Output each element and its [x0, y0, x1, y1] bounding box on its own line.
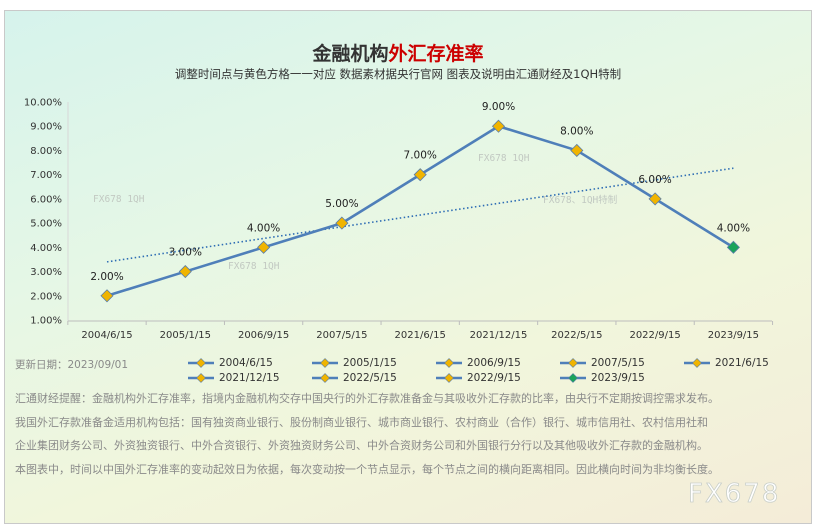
- y-tick-label: 9.00%: [30, 122, 62, 133]
- x-tick-label: 2021/12/15: [470, 330, 528, 341]
- data-label: 8.00%: [560, 125, 593, 137]
- y-tick-label: 2.00%: [30, 291, 62, 302]
- legend-swatch-icon: [560, 373, 586, 383]
- data-point-marker: [178, 264, 192, 279]
- x-ticks: 2004/6/15 2005/1/15 2006/9/15 2007/5/15 2021…: [67, 321, 774, 341]
- legend-label: 2022/9/15: [467, 372, 521, 384]
- data-point-marker: [335, 216, 349, 230]
- data-label: 4.00%: [717, 222, 750, 234]
- legend-label: 2022/5/15: [343, 372, 397, 384]
- y-tick-label: 1.00%: [30, 316, 62, 327]
- note-line-3: 企业集团财务公司、外资独资银行、中外合资银行、外资独资财务公司、中外合资财务公司…: [15, 439, 708, 452]
- note-line-1: 汇通财经提醒：金融机构外汇存准率，指境内金融机构交存中国央行的外汇存款准备金与其…: [15, 392, 719, 405]
- legend-item: 2021/6/15: [684, 357, 769, 369]
- legend-swatch-icon: [312, 358, 338, 368]
- data-label: 4.00%: [247, 222, 280, 234]
- watermark-2: FX678 1QH: [228, 261, 280, 272]
- x-tick-label: 2007/5/15: [316, 330, 367, 341]
- data-label: 9.00%: [482, 101, 515, 113]
- y-tick-label: 7.00%: [30, 170, 62, 181]
- data-label: 6.00%: [638, 174, 671, 186]
- data-labels: 2.00% 3.00% 4.00% 5.00% 7.00% 9.00% 8.00% 6.00%…: [90, 101, 750, 283]
- watermark-logo: FX678: [688, 479, 780, 509]
- x-tick-label: 2022/9/15: [629, 330, 680, 341]
- x-tick-label: 2023/9/15: [708, 330, 759, 341]
- legend-swatch-icon: [560, 358, 586, 368]
- legend-item: 2004/6/15: [188, 357, 273, 369]
- legend-label: 2023/9/15: [591, 372, 645, 384]
- data-point-marker: [100, 289, 114, 303]
- data-label: 5.00%: [325, 198, 358, 210]
- data-point-marker: [413, 168, 427, 182]
- legend-label: 2007/5/15: [591, 357, 645, 369]
- legend-swatch-icon: [312, 373, 338, 383]
- data-point-marker: [648, 192, 662, 206]
- chart-frame: 金融机构外汇存准率 调整时间点与黄色方格一一对应 数据素材据央行官网 图表及说明…: [4, 10, 812, 524]
- y-tick-label: 3.00%: [30, 267, 62, 278]
- legend-swatch-icon: [436, 358, 462, 368]
- data-label: 2.00%: [90, 271, 123, 283]
- data-point-marker: [491, 119, 506, 133]
- legend-swatch-icon: [684, 358, 710, 368]
- x-tick-label: 2004/6/15: [81, 330, 132, 341]
- legend-item: 2021/12/15: [188, 372, 280, 384]
- legend-item: 2022/9/15: [436, 372, 521, 384]
- y-tick-label: 5.00%: [30, 219, 62, 230]
- x-tick-label: 2005/1/15: [160, 330, 211, 341]
- chart-title: 金融机构外汇存准率: [311, 42, 483, 65]
- update-date: 更新日期：2023/09/01: [15, 359, 129, 371]
- chart-subtitle: 调整时间点与黄色方格一一对应 数据素材据央行官网 图表及说明由汇通财经及1QH特…: [175, 67, 621, 81]
- legend-item: 2005/1/15: [312, 357, 397, 369]
- legend-item: 2023/9/15: [560, 372, 645, 384]
- legend-label: 2021/12/15: [219, 372, 280, 384]
- legend-label: 2021/6/15: [715, 357, 769, 369]
- legend-item: 2022/5/15: [312, 372, 397, 384]
- legend-label: 2005/1/15: [343, 357, 397, 369]
- markers: [100, 119, 740, 303]
- title-part1: 金融机构: [311, 42, 388, 65]
- chart-svg: 金融机构外汇存准率 调整时间点与黄色方格一一对应 数据素材据央行官网 图表及说明…: [24, 42, 780, 509]
- data-point-marker: [257, 240, 271, 254]
- legend-label: 2006/9/15: [467, 357, 521, 369]
- y-tick-label: 4.00%: [30, 243, 62, 254]
- watermark-1: FX678 1QH: [93, 194, 145, 205]
- legend-item: 2006/9/15: [436, 357, 521, 369]
- y-tick-label: 6.00%: [30, 194, 62, 205]
- title-part2: 外汇存准率: [389, 42, 484, 65]
- data-point-marker: [726, 240, 740, 254]
- x-tick-label: 2021/6/15: [395, 330, 446, 341]
- x-tick-label: 2022/5/15: [551, 330, 602, 341]
- y-tick-label: 10.00%: [24, 98, 62, 109]
- note-line-2: 我国外汇存款准备金适用机构包括：国有独资商业银行、股份制商业银行、城市商业银行、…: [15, 416, 708, 429]
- legend-swatch-icon: [436, 373, 462, 383]
- watermark-4: FX678、1QH特制: [543, 194, 617, 206]
- legend-swatch-icon: [188, 373, 214, 383]
- data-label: 3.00%: [169, 247, 202, 259]
- data-point-marker: [570, 143, 584, 158]
- x-tick-label: 2006/9/15: [238, 330, 289, 341]
- legend-label: 2004/6/15: [219, 357, 273, 369]
- trendline: [106, 167, 734, 263]
- y-ticks: 1.00% 2.00% 3.00% 4.00% 5.00% 6.00% 7.00% 8.00%…: [24, 98, 62, 327]
- legend-item: 2007/5/15: [560, 357, 645, 369]
- note-line-4: 本图表中，时间以中国外汇存准率的变动起效日为依据，每次变动按一个节点显示，每个节…: [15, 463, 719, 476]
- watermark-3: FX678 1QH: [478, 153, 530, 164]
- legend-swatch-icon: [188, 358, 214, 368]
- notes: 汇通财经提醒：金融机构外汇存准率，指境内金融机构交存中国央行的外汇存款准备金与其…: [15, 387, 805, 482]
- y-tick-label: 8.00%: [30, 146, 62, 157]
- data-label: 7.00%: [404, 150, 437, 162]
